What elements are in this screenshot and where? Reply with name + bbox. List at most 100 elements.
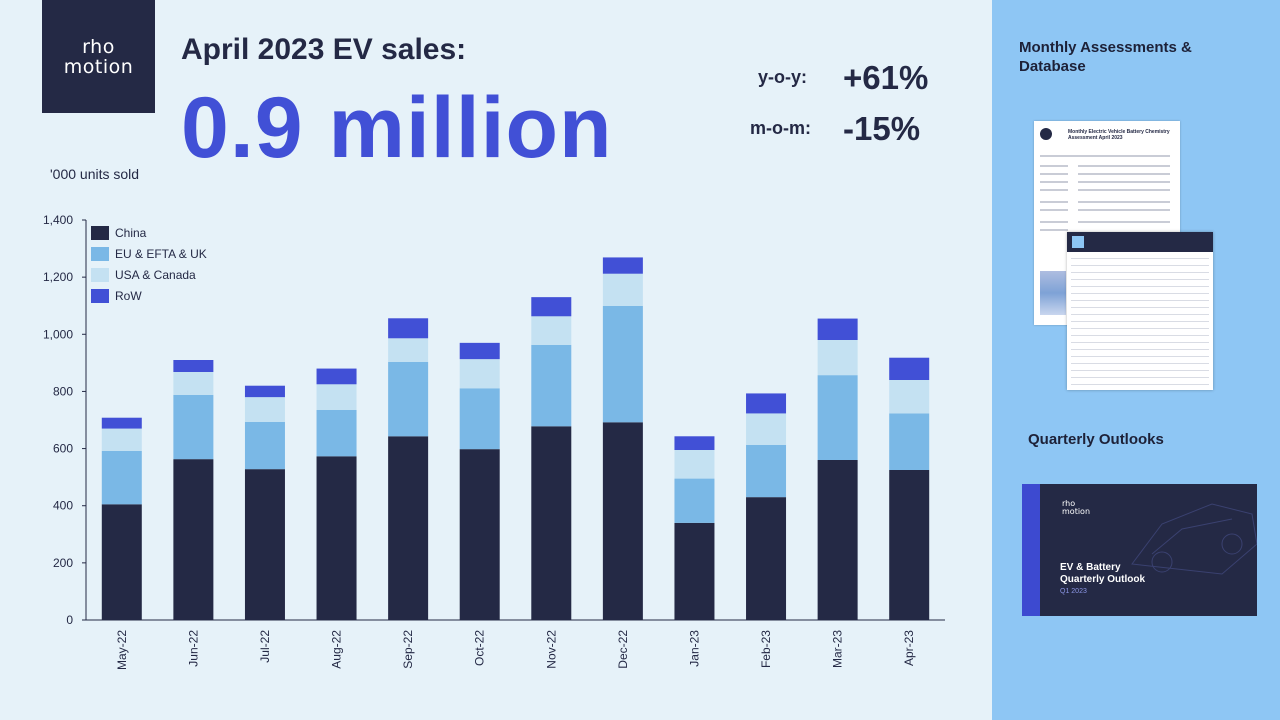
x-tick-label: May-22	[115, 630, 129, 670]
legend-label: USA & Canada	[115, 268, 196, 282]
yoy-value: +61%	[843, 59, 929, 96]
x-tick-label: Sep-22	[401, 630, 415, 669]
outlook-logo: rho motion	[1062, 500, 1090, 516]
y-axis-units-label: '000 units sold	[50, 166, 140, 182]
bar-segment	[101, 450, 142, 505]
logo-line-2: motion	[63, 55, 134, 78]
x-tick-label: Oct-22	[473, 630, 487, 666]
legend-label: China	[115, 226, 147, 240]
yoy-label: y-o-y:	[758, 67, 807, 87]
legend-label: EU & EFTA & UK	[115, 247, 207, 261]
report-logo-icon	[1040, 128, 1052, 140]
x-tick-label: Jul-22	[258, 630, 272, 663]
bar-segment	[173, 459, 214, 620]
bar-segment	[674, 478, 715, 523]
bar-segment	[101, 428, 142, 451]
database-thumbnail[interactable]	[1067, 232, 1213, 390]
legend-swatch	[91, 268, 109, 282]
bar-segment	[531, 316, 572, 345]
bar-segment	[602, 422, 643, 620]
bar-segment	[746, 393, 787, 414]
bar-segment	[388, 436, 429, 620]
bar-segment	[817, 460, 858, 620]
bar-segment	[674, 450, 715, 479]
report-chart-image	[1040, 271, 1066, 315]
y-tick-label: 1,000	[43, 327, 73, 341]
bar-segment	[459, 359, 500, 389]
bar-segment	[674, 522, 715, 620]
bar-segment	[459, 342, 500, 360]
rho-motion-logo: rho motion	[42, 0, 155, 113]
database-logo-icon	[1072, 236, 1084, 248]
bar-segment	[602, 306, 643, 423]
x-tick-label: Jan-23	[687, 630, 701, 667]
headline-value: 0.9 million	[181, 80, 613, 176]
x-tick-label: Feb-23	[759, 630, 773, 668]
outlook-title: EV & Battery Quarterly Outlook	[1060, 562, 1146, 585]
monthly-assessments-heading: Monthly Assessments & Database	[1019, 39, 1192, 75]
y-tick-label: 400	[53, 499, 73, 513]
bar-segment	[531, 297, 572, 317]
bar-segment	[602, 257, 643, 274]
bar-segment	[244, 397, 285, 422]
mom-value: -15%	[843, 110, 921, 147]
bar-segment	[602, 273, 643, 306]
outlook-accent-stripe	[1022, 484, 1040, 616]
x-tick-label: Aug-22	[330, 630, 344, 669]
bar-segment	[817, 318, 858, 340]
bar-segment	[889, 357, 930, 380]
x-tick-label: Mar-23	[831, 630, 845, 668]
bar-segment	[101, 417, 142, 429]
legend-swatch	[91, 289, 109, 303]
bar-segment	[746, 413, 787, 445]
bar-segment	[817, 340, 858, 376]
bar-segment	[316, 368, 357, 385]
bar-segment	[316, 456, 357, 620]
outlook-logo-line-1: rho	[1062, 499, 1076, 508]
bar-segment	[459, 449, 500, 620]
y-tick-label: 200	[53, 556, 73, 570]
x-tick-label: Apr-23	[902, 630, 916, 666]
bar-segment	[173, 372, 214, 395]
bar-segment	[101, 504, 142, 620]
y-tick-label: 1,200	[43, 270, 73, 284]
x-tick-label: Nov-22	[544, 630, 558, 669]
y-tick-label: 0	[66, 613, 73, 627]
bar-segment	[746, 497, 787, 620]
logo-line-1: rho	[82, 35, 115, 58]
x-tick-label: Dec-22	[616, 630, 630, 669]
bar-segment	[244, 469, 285, 620]
bar-segment	[889, 413, 930, 470]
legend-swatch	[91, 247, 109, 261]
quarterly-outlooks-heading: Quarterly Outlooks	[1028, 431, 1164, 448]
bar-segment	[244, 385, 285, 398]
mom-label: m-o-m:	[750, 118, 811, 138]
bar-segment	[173, 394, 214, 460]
x-tick-label: Jun-22	[186, 630, 200, 667]
bar-segment	[388, 362, 429, 437]
y-tick-label: 800	[53, 384, 73, 398]
legend-label: RoW	[115, 289, 142, 303]
bar-segment	[459, 388, 500, 450]
ev-sales-stacked-bar-chart: 0 200 400 600 800 1,000 1,200 1,400 May-22 Jun-22…	[43, 213, 945, 670]
quarterly-outlook-thumbnail[interactable]: rho motion EV & Battery Quarterly Outloo…	[1022, 484, 1257, 616]
bar-segment	[889, 380, 930, 414]
bar-segment	[889, 470, 930, 620]
outlook-logo-line-2: motion	[1062, 507, 1091, 516]
outlook-subtitle: Q1 2023	[1060, 588, 1087, 595]
bar-segment	[316, 384, 357, 410]
bar-segment	[817, 375, 858, 460]
legend-swatch	[91, 226, 109, 240]
report-title: Monthly Electric Vehicle Battery Chemist…	[1068, 129, 1170, 141]
bar-segment	[316, 410, 357, 457]
car-outline-illustration	[1131, 503, 1257, 575]
bar-segment	[388, 318, 429, 339]
headline-title: April 2023 EV sales:	[181, 33, 467, 66]
y-tick-label: 1,400	[43, 213, 73, 227]
bar-segment	[244, 422, 285, 470]
y-tick-label: 600	[53, 442, 73, 456]
bar-segment	[531, 426, 572, 620]
bar-segment	[173, 360, 214, 372]
bar-segment	[746, 444, 787, 498]
bar-segment	[674, 436, 715, 450]
